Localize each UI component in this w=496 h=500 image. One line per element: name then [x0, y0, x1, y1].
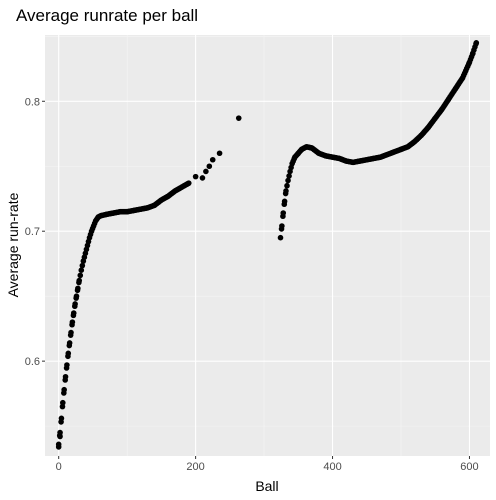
y-axis-title: Average run-rate	[5, 192, 21, 297]
data-point	[76, 277, 83, 284]
data-point	[66, 340, 73, 346]
chart-title: Average runrate per ball	[16, 6, 198, 25]
minor-gridlines	[45, 35, 490, 456]
data-point	[69, 319, 76, 325]
plot-panel	[45, 35, 490, 456]
data-point	[279, 223, 285, 229]
data-point	[209, 156, 216, 163]
data-point	[57, 433, 63, 440]
data-points	[55, 40, 480, 450]
data-point	[206, 163, 213, 170]
data-point	[235, 115, 242, 121]
x-axis: 0 200 400 600	[56, 456, 479, 473]
data-point	[203, 168, 209, 175]
data-point	[280, 210, 287, 216]
data-point	[284, 182, 290, 189]
data-point	[78, 267, 85, 273]
y-tick-label: 0.7	[25, 226, 40, 238]
x-axis-title: Ball	[255, 478, 278, 494]
y-tick-label: 0.8	[25, 96, 40, 108]
data-point	[64, 362, 70, 368]
data-point	[58, 415, 65, 422]
data-point	[73, 293, 80, 299]
data-point	[283, 188, 289, 194]
y-axis: 0.6 0.7 0.8	[25, 96, 45, 368]
x-tick-label: 0	[56, 461, 62, 473]
data-point	[285, 177, 291, 184]
data-point	[60, 399, 66, 406]
data-point	[77, 272, 84, 279]
data-point	[185, 180, 192, 186]
data-point	[61, 386, 67, 393]
data-point	[473, 40, 480, 46]
x-tick-label: 600	[460, 461, 478, 473]
data-point	[199, 175, 206, 181]
data-point	[75, 285, 81, 292]
data-point	[65, 350, 72, 357]
data-point	[55, 444, 62, 450]
x-tick-label: 200	[186, 461, 204, 473]
data-point	[192, 173, 199, 180]
x-tick-label: 400	[323, 461, 341, 473]
data-point	[72, 301, 78, 307]
major-gridlines	[45, 35, 490, 456]
data-point	[286, 173, 292, 179]
y-tick-label: 0.6	[25, 356, 40, 368]
data-point	[57, 429, 63, 436]
data-point	[277, 234, 284, 241]
data-point	[70, 310, 77, 316]
data-point	[281, 198, 288, 205]
data-point	[68, 329, 74, 336]
data-point	[62, 373, 69, 380]
data-point	[216, 150, 223, 157]
data-point	[79, 262, 86, 269]
